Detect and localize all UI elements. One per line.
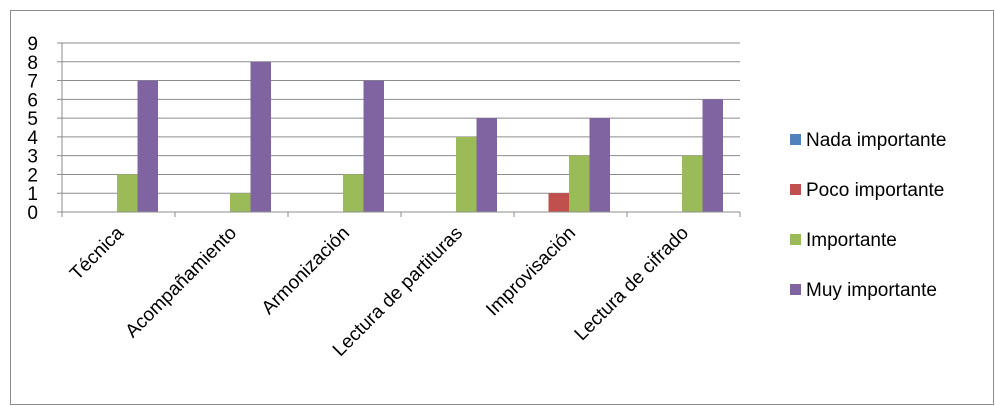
bar-importante: [230, 193, 251, 212]
y-tick-label: 0: [27, 203, 38, 224]
bar-muy-importante: [137, 80, 158, 212]
y-tick-label: 3: [27, 147, 38, 168]
x-tick-label: Lectura de cifrado: [571, 223, 693, 345]
x-tick-label: Técnica: [66, 222, 128, 284]
y-tick-label: 4: [27, 128, 38, 149]
legend-label: Muy importante: [806, 280, 937, 301]
bar-poco-importante: [548, 193, 569, 212]
legend-label: Importante: [806, 230, 897, 251]
y-tick-label: 2: [27, 165, 38, 186]
y-tick-label: 6: [27, 90, 38, 111]
bar-muy-importante: [363, 80, 384, 212]
legend-swatch: [790, 234, 801, 245]
y-tick-label: 8: [27, 53, 38, 74]
bar-muy-importante: [250, 61, 271, 213]
x-tick-label: Lectura de partituras: [329, 223, 467, 361]
legend-label: Nada importante: [806, 130, 946, 151]
y-tick-label: 5: [27, 109, 38, 130]
legend-swatch: [790, 134, 801, 145]
y-tick-label: 1: [27, 184, 38, 205]
bar-muy-importante: [702, 99, 723, 212]
y-tick-label: 7: [27, 72, 38, 93]
bar-muy-importante: [476, 118, 497, 212]
y-tick-label: 9: [27, 34, 38, 55]
legend-swatch: [790, 284, 801, 295]
bars: [117, 61, 723, 213]
bar-importante: [456, 136, 477, 212]
x-tick-label: Improvisación: [482, 223, 580, 321]
bar-importante: [682, 155, 703, 212]
bar-importante: [569, 155, 590, 212]
axes: [57, 42, 741, 217]
x-tick-label: Armonización: [258, 223, 354, 319]
legend: Nada importante Poco importante Importante…: [790, 130, 946, 301]
bar-muy-importante: [589, 118, 610, 212]
gridlines: [62, 42, 740, 194]
bar-importante: [117, 174, 138, 212]
legend-swatch: [790, 184, 801, 195]
x-tick-label: Acompañamiento: [122, 223, 241, 342]
legend-label: Poco importante: [806, 180, 944, 201]
chart-frame: [10, 10, 994, 405]
bar-importante: [343, 174, 364, 212]
